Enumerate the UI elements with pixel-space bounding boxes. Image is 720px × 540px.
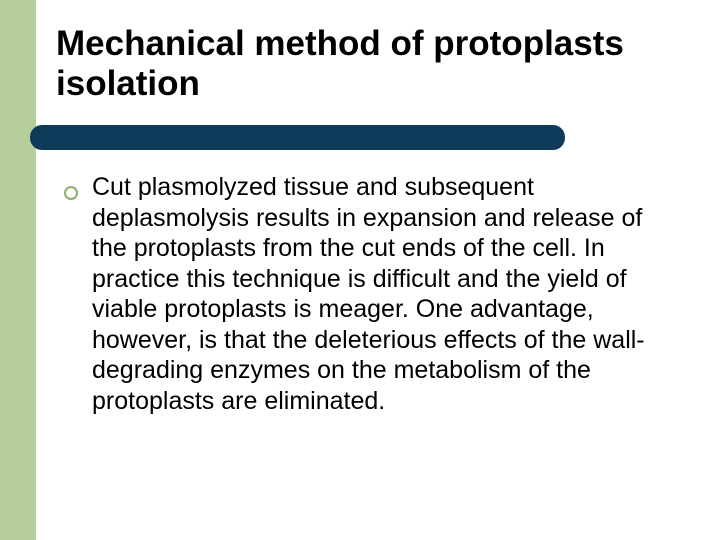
title-underline-bar	[30, 125, 565, 150]
slide-body-text: Cut plasmolyzed tissue and subsequent de…	[92, 172, 652, 416]
bullet-icon	[64, 186, 78, 200]
left-accent-band	[0, 0, 36, 540]
slide-title: Mechanical method of protoplasts isolati…	[56, 24, 686, 105]
slide: Mechanical method of protoplasts isolati…	[0, 0, 720, 540]
